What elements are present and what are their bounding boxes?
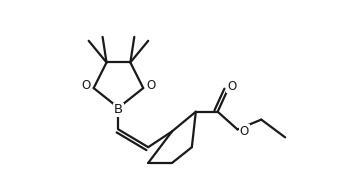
Text: O: O bbox=[240, 125, 249, 138]
Text: O: O bbox=[227, 80, 236, 93]
Text: B: B bbox=[114, 103, 123, 116]
Text: O: O bbox=[81, 79, 90, 92]
Text: O: O bbox=[147, 79, 156, 92]
